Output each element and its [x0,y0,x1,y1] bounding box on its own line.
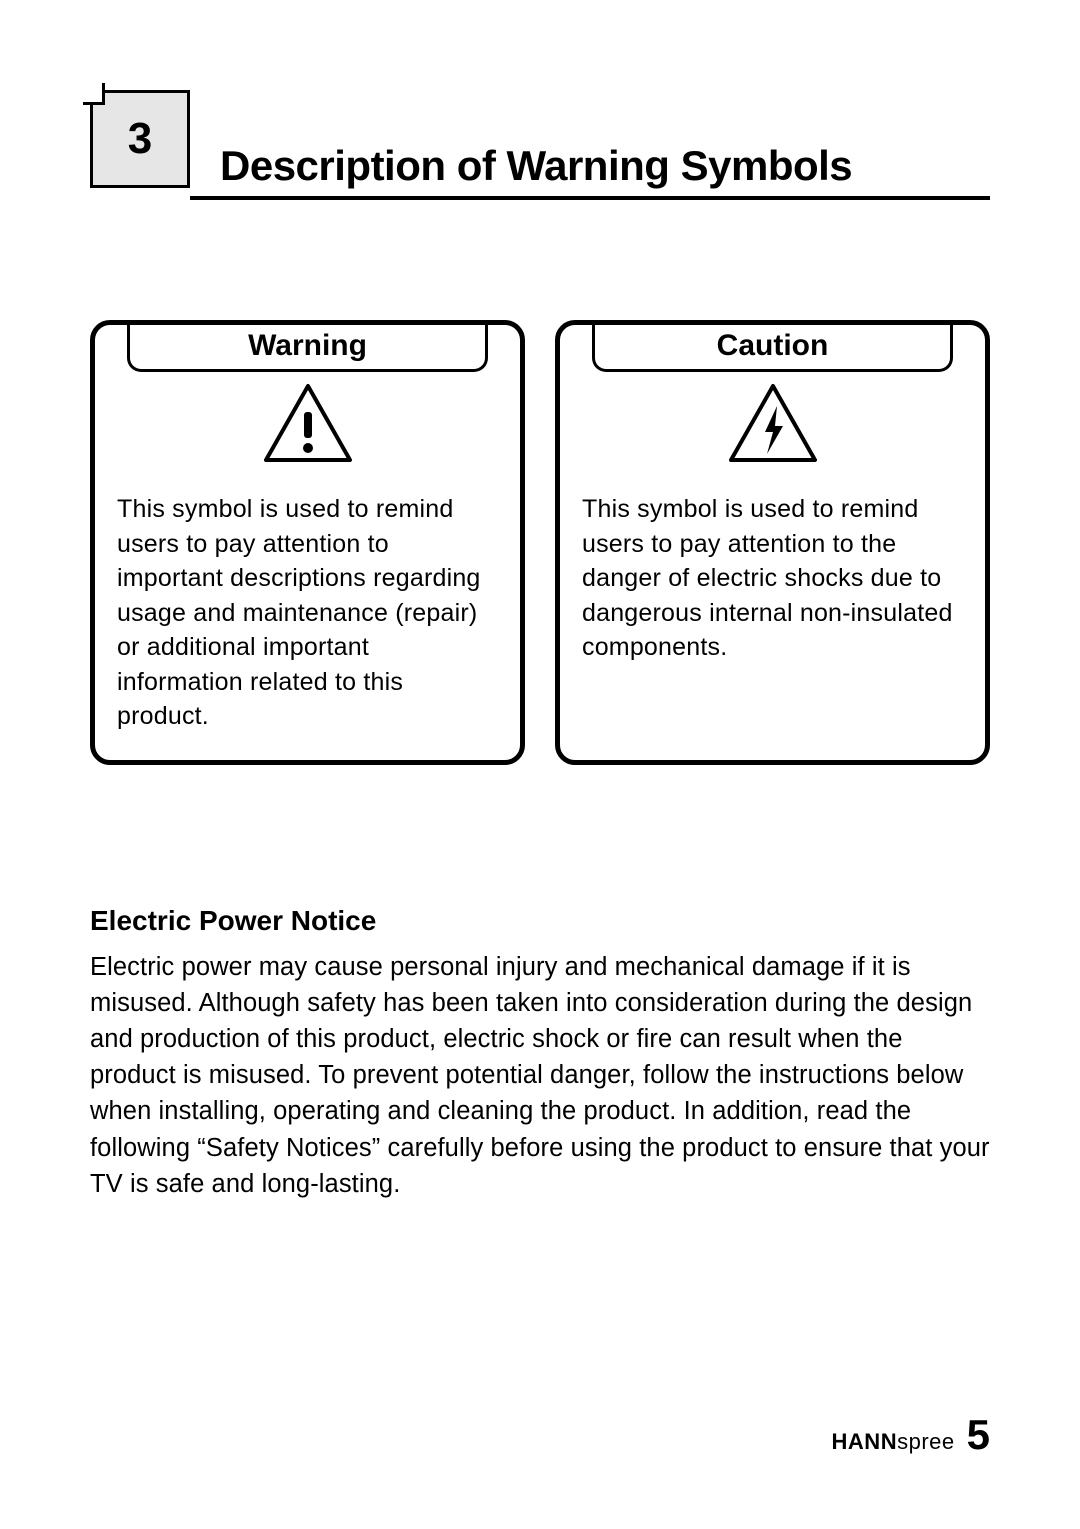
brand-bold: HANN [832,1429,898,1454]
page: 3 Description of Warning Symbols Warning… [0,0,1080,1529]
body-heading: Electric Power Notice [90,905,990,937]
warning-title-wrap: Warning [127,325,488,372]
triangle-bolt-icon [582,382,963,464]
section-title-wrap: Description of Warning Symbols [190,142,990,200]
triangle-exclamation-icon [117,382,498,464]
brand-logo: HANNspree [832,1429,955,1455]
footer: HANNspree 5 [832,1411,990,1459]
warning-title: Warning [248,329,367,362]
section-header: 3 Description of Warning Symbols [90,90,990,200]
brand-light: spree [897,1429,955,1454]
body-text: Electric power may cause personal injury… [90,949,990,1202]
warning-text: This symbol is used to remind users to p… [117,492,498,734]
page-number: 5 [967,1411,990,1459]
section-title: Description of Warning Symbols [220,142,852,189]
caution-callout: Caution This symbol is used to remind us… [555,320,990,765]
warning-callout: Warning This symbol is used to remind us… [90,320,525,765]
section-number: 3 [128,114,152,164]
caution-title-wrap: Caution [592,325,953,372]
section-number-box: 3 [90,90,190,188]
section-box-notch [83,83,105,105]
body-section: Electric Power Notice Electric power may… [90,905,990,1202]
callouts-row: Warning This symbol is used to remind us… [90,320,990,765]
caution-title: Caution [717,329,829,362]
caution-text: This symbol is used to remind users to p… [582,492,963,665]
